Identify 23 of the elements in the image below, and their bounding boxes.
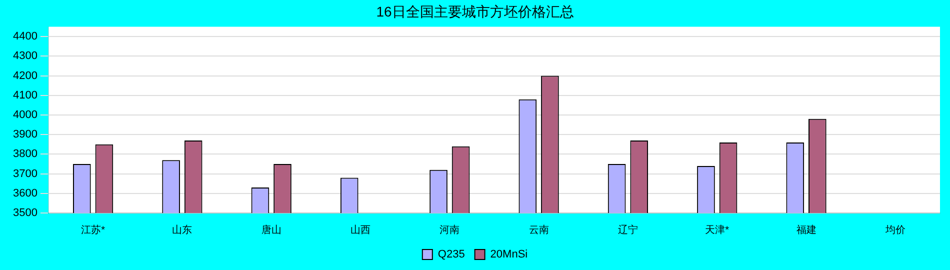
- y-tick-label: 4200: [12, 70, 38, 82]
- x-tick-label: 山东: [172, 224, 192, 236]
- y-tick-label: 3700: [12, 168, 38, 180]
- x-tick-label: 唐山: [261, 224, 282, 236]
- y-tick-label: 3900: [12, 128, 38, 141]
- legend-label: Q235: [438, 248, 465, 261]
- x-tick-label: 辽宁: [618, 224, 638, 236]
- y-tick-label: 3500: [12, 207, 38, 220]
- x-tick-label: 均价: [884, 224, 906, 236]
- x-tick-label: 江苏*: [81, 224, 106, 236]
- y-tick-label: 3600: [12, 187, 38, 200]
- y-tick-label: 4300: [12, 50, 38, 62]
- legend-label: 20MnSi: [490, 248, 528, 261]
- y-tick-label: 3800: [12, 148, 38, 160]
- x-tick-label: 河南: [440, 224, 460, 236]
- y-tick-label: 4000: [12, 109, 38, 122]
- x-tick-label: 天津*: [705, 224, 730, 236]
- y-tick-label: 4400: [12, 30, 38, 43]
- x-tick-label: 山西: [350, 224, 371, 236]
- x-tick-label: 福建: [796, 224, 816, 236]
- chart-title: 16日全国主要城市方坯价格汇总: [376, 3, 574, 20]
- y-tick-label: 4100: [12, 89, 38, 102]
- x-tick-label: 云南: [528, 224, 549, 236]
